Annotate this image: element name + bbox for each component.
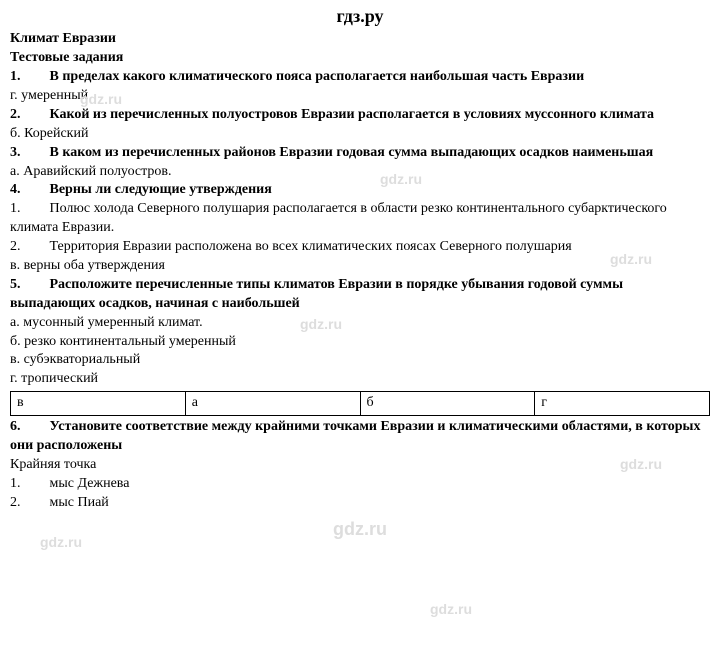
q5-c-text: субэкваториальный: [24, 352, 141, 367]
q5-text: Расположите перечисленные типы климатов …: [10, 277, 623, 311]
site-title: гдз.ру: [10, 4, 710, 28]
q4-s1-text: Полюс холода Северного полушария распола…: [10, 201, 667, 235]
q5-option-d: г. тропический: [10, 370, 710, 389]
q4-s1-number: 1.: [10, 200, 46, 219]
question-1: 1. В пределах какого климатического пояс…: [10, 68, 710, 87]
q4-s2-text: Территория Евразии расположена во всех к…: [50, 239, 572, 254]
q2-answer-text: Корейский: [24, 126, 88, 141]
q4-statement-1: 1. Полюс холода Северного полушария расп…: [10, 200, 710, 238]
q6-r2-text: мыс Пиай: [50, 495, 109, 510]
q1-answer-text: умеренный: [21, 88, 88, 103]
q2-text: Какой из перечисленных полуостровов Евра…: [50, 107, 655, 122]
q5-a-letter: а.: [10, 315, 20, 330]
question-5: 5. Расположите перечисленные типы климат…: [10, 276, 710, 314]
q3-answer-text: Аравийский полуостров.: [23, 164, 171, 179]
q2-answer: б. Корейский: [10, 125, 710, 144]
q4-statement-2: 2. Территория Евразии расположена во все…: [10, 238, 710, 257]
topic-heading: Климат Евразии: [10, 30, 710, 49]
q4-text: Верны ли следующие утверждения: [50, 182, 272, 197]
q1-answer-letter: г.: [10, 88, 18, 103]
question-3: 3. В каком из перечисленных районов Евра…: [10, 144, 710, 163]
q4-answer-letter: в.: [10, 258, 20, 273]
q6-row-1: 1. мыс Дежнева: [10, 475, 710, 494]
q4-answer-text: верны оба утверждения: [24, 258, 165, 273]
q6-r1-number: 1.: [10, 475, 46, 494]
q4-number: 4.: [10, 181, 46, 200]
q3-answer-letter: а.: [10, 164, 20, 179]
q6-r1-text: мыс Дежнева: [50, 476, 130, 491]
q5-c-letter: в.: [10, 352, 20, 367]
question-4: 4. Верны ли следующие утверждения: [10, 181, 710, 200]
question-6: 6. Установите соответствие между крайним…: [10, 418, 710, 456]
q5-option-a: а. мусонный умеренный климат.: [10, 314, 710, 333]
q4-answer: в. верны оба утверждения: [10, 257, 710, 276]
q5-cell-1: в: [11, 392, 186, 416]
q5-b-letter: б.: [10, 334, 21, 349]
q5-cell-4: г: [535, 392, 710, 416]
q3-number: 3.: [10, 144, 46, 163]
q2-number: 2.: [10, 106, 46, 125]
question-2: 2. Какой из перечисленных полуостровов Е…: [10, 106, 710, 125]
q5-a-text: мусонный умеренный климат.: [23, 315, 202, 330]
q3-answer: а. Аравийский полуостров.: [10, 163, 710, 182]
q5-number: 5.: [10, 276, 46, 295]
q6-text: Установите соответствие между крайними т…: [10, 419, 700, 453]
q6-r2-number: 2.: [10, 494, 46, 513]
q6-number: 6.: [10, 418, 46, 437]
q3-text: В каком из перечисленных районов Евразии…: [50, 145, 654, 160]
q5-answer-table: в а б г: [10, 391, 710, 416]
q1-answer: г. умеренный: [10, 87, 710, 106]
q1-text: В пределах какого климатического пояса р…: [50, 69, 585, 84]
q5-option-b: б. резко континентальный умеренный: [10, 333, 710, 352]
q6-column-label: Крайняя точка: [10, 456, 710, 475]
q4-s2-number: 2.: [10, 238, 46, 257]
q6-row-2: 2. мыс Пиай: [10, 494, 710, 513]
q2-answer-letter: б.: [10, 126, 21, 141]
q1-number: 1.: [10, 68, 46, 87]
q5-b-text: резко континентальный умеренный: [24, 334, 236, 349]
watermark: gdz.ru: [430, 600, 472, 619]
subheading: Тестовые задания: [10, 49, 710, 68]
footer-watermark: gdz.ru: [10, 517, 710, 541]
q5-d-letter: г.: [10, 371, 18, 386]
q5-cell-2: а: [185, 392, 360, 416]
q5-cell-3: б: [360, 392, 535, 416]
table-row: в а б г: [11, 392, 710, 416]
q5-option-c: в. субэкваториальный: [10, 351, 710, 370]
q5-d-text: тропический: [21, 371, 98, 386]
